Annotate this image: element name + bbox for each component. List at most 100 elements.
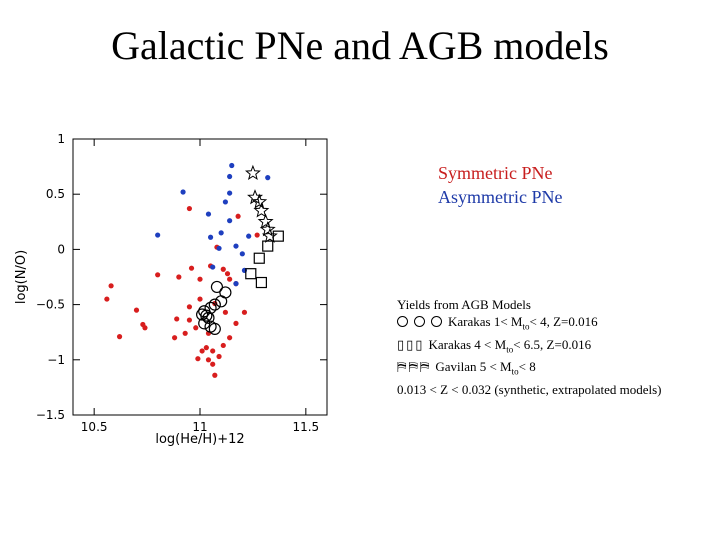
- data-point: [182, 330, 188, 336]
- model-circle-point: [215, 295, 228, 308]
- data-point: [186, 205, 193, 212]
- data-point: [207, 234, 214, 240]
- data-point: [203, 345, 209, 351]
- data-point: [222, 309, 228, 315]
- data-point: [133, 307, 140, 313]
- data-point: [227, 335, 233, 341]
- axis-ticks: 10.50−0.5−1−1.510.5 11 11.5: [36, 132, 327, 434]
- y-tick-label: 0: [57, 242, 65, 256]
- karakas-high-text: Karakas 4 < M: [428, 336, 507, 352]
- data-point: [176, 274, 182, 280]
- y-tick-label: 1: [57, 132, 65, 146]
- model-star-point: [257, 213, 274, 229]
- data-point: [205, 357, 212, 363]
- data-point: [186, 304, 193, 310]
- gavilan-marker-icon: ⛿⛿⛿: [397, 359, 432, 375]
- karakas-low-tail: < 4, Z=0.016: [529, 314, 598, 329]
- data-point: [104, 296, 110, 302]
- open-circle-icon: [414, 316, 425, 327]
- model-star-point: [247, 189, 264, 205]
- karakas-high-sub: to: [506, 344, 514, 355]
- yields-heading: Yields from AGB Models: [397, 297, 531, 312]
- legend-asymmetric: Asymmetric PNe: [438, 187, 563, 207]
- data-point: [210, 348, 216, 354]
- data-point: [172, 335, 178, 341]
- data-marks: [104, 162, 284, 378]
- karakas-low-mass-row: Karakas 1< Mto< 4, Z=0.016: [397, 313, 697, 336]
- data-point: [108, 283, 114, 289]
- data-point: [220, 342, 226, 349]
- model-circle-point: [198, 317, 211, 330]
- data-point: [218, 230, 224, 236]
- data-point: [227, 190, 233, 196]
- model-circle-point: [196, 308, 209, 321]
- data-point: [233, 320, 239, 326]
- data-point: [210, 361, 216, 367]
- data-point: [224, 271, 231, 277]
- open-circle-icon: [397, 316, 408, 327]
- data-point: [197, 296, 203, 302]
- data-point: [199, 348, 205, 354]
- slide-title: Galactic PNe and AGB models: [111, 23, 609, 68]
- data-point: [233, 281, 239, 287]
- karakas-high-tail: < 6.5, Z=0.016: [513, 336, 592, 352]
- data-point: [241, 309, 248, 315]
- data-point: [186, 317, 193, 323]
- data-point: [197, 276, 203, 282]
- data-point: [227, 173, 233, 180]
- y-tick-label: −0.5: [36, 298, 65, 312]
- model-circle-point: [208, 298, 221, 311]
- data-point: [180, 189, 186, 195]
- model-square-point: [245, 268, 257, 280]
- legend-symmetric: Symmetric PNe: [438, 163, 553, 183]
- x-tick-label: 10.5: [81, 420, 108, 434]
- data-point: [142, 325, 148, 331]
- data-point: [116, 334, 123, 340]
- data-point: [195, 356, 201, 362]
- data-point: [265, 175, 271, 181]
- model-circle-point: [210, 280, 224, 294]
- model-star-point: [244, 164, 261, 181]
- model-square-point: [272, 230, 284, 242]
- gavilan-tail: < 8: [518, 359, 536, 375]
- x-tick-label: 11.5: [292, 420, 319, 434]
- data-point: [222, 199, 228, 205]
- data-point: [220, 266, 226, 272]
- model-square-point: [253, 252, 265, 264]
- gavilan-sub: to: [511, 366, 519, 377]
- model-circle-point: [200, 309, 213, 322]
- data-point: [210, 264, 216, 270]
- data-point: [155, 232, 161, 238]
- yields-legend: Yields from AGB Models Karakas 1< Mto< 4…: [397, 296, 697, 398]
- gavilan-row: ⛿⛿⛿ Gavilan 5 < Mto< 8: [397, 358, 697, 381]
- model-circle-point: [208, 322, 221, 335]
- data-point: [227, 276, 233, 282]
- model-star-point: [259, 221, 276, 237]
- data-point: [227, 218, 233, 224]
- data-point: [235, 213, 241, 219]
- model-star-point: [253, 202, 270, 218]
- model-square-point: [255, 276, 267, 289]
- data-point: [233, 243, 239, 249]
- model-star-point: [251, 193, 268, 209]
- karakas-low-sub: to: [522, 321, 530, 332]
- model-star-point: [261, 227, 278, 243]
- y-axis-label: log(N/O): [14, 250, 29, 304]
- metallicity-note: 0.013 < Z < 0.032 (synthetic, extrapolat…: [397, 381, 662, 397]
- karakas-low-text: Karakas 1< M: [448, 314, 523, 329]
- x-axis-label: log(He/H)+12: [155, 432, 244, 447]
- data-point: [216, 353, 222, 360]
- y-tick-label: 0.5: [46, 187, 65, 201]
- data-point: [246, 233, 252, 239]
- data-point: [254, 232, 260, 238]
- data-point: [174, 316, 180, 322]
- model-square-point: [262, 240, 274, 252]
- data-point: [212, 372, 218, 378]
- data-point: [229, 162, 235, 169]
- open-circle-icon: [431, 316, 442, 327]
- y-tick-label: −1: [47, 353, 65, 367]
- data-point: [216, 245, 222, 251]
- karakas-high-mass-row: ▯▯▯ Karakas 4 < Mto< 6.5, Z=0.016: [397, 336, 697, 359]
- square-marker-icon: ▯▯▯: [397, 336, 425, 352]
